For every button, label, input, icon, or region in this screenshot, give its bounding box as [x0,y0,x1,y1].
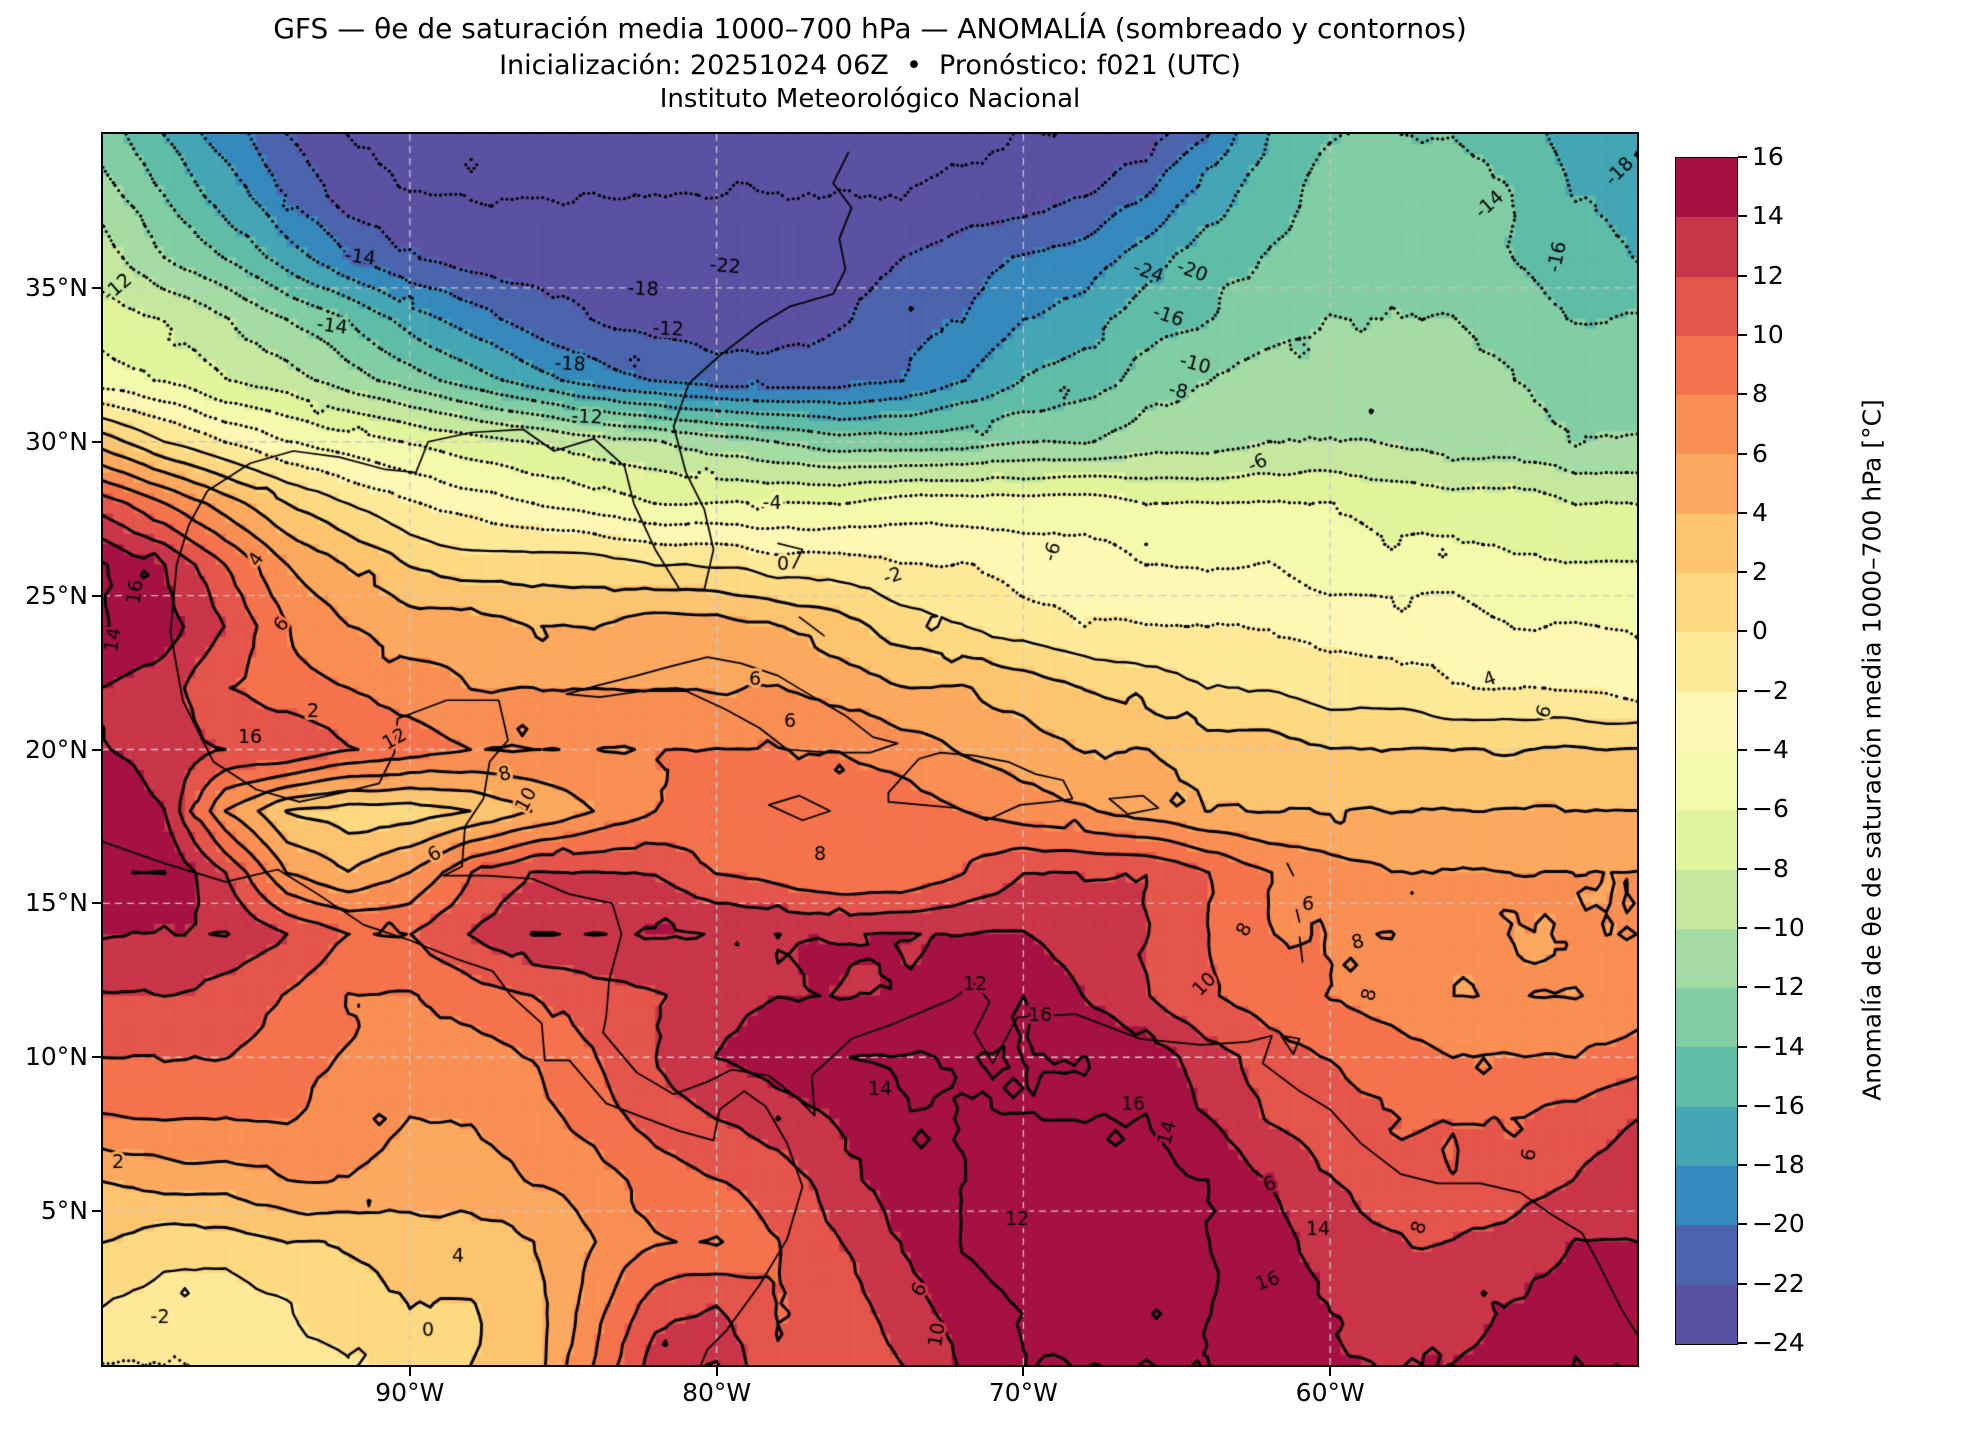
y-tick-label: 35°N [24,272,88,302]
colorbar-band [1676,632,1737,692]
colorbar-band [1676,1225,1737,1285]
colorbar-band [1676,810,1737,870]
colorbar-tick-mark [1738,274,1747,277]
anomaly-map-canvas [103,134,1637,1365]
colorbar-tick-label: 0 [1752,616,1768,646]
colorbar-tick-mark [1738,215,1747,218]
colorbar-tick-label: 8 [1752,379,1768,409]
chart-subtitle-init-forecast: Inicialización: 20251024 06Z • Pronóstic… [499,50,1241,81]
colorbar-tick-label: −14 [1752,1031,1805,1061]
colorbar-tick-mark [1738,1282,1747,1285]
colorbar-tick-mark [1738,689,1747,692]
colorbar-tick-mark [1738,156,1747,158]
colorbar-tick-label: 14 [1752,201,1784,231]
colorbar [1675,157,1738,1345]
colorbar-tick-mark [1738,749,1747,751]
colorbar-tick-label: −2 [1752,675,1789,705]
colorbar-band [1676,158,1737,218]
x-tick-label: 90°W [375,1378,445,1407]
colorbar-band [1676,869,1737,929]
colorbar-band [1676,988,1737,1048]
y-tick-label: 20°N [24,734,88,764]
y-tick-label: 5°N [40,1196,88,1226]
map-plot-area [101,132,1639,1367]
colorbar-tick-mark [1738,1164,1747,1167]
colorbar-tick-label: 6 [1752,438,1768,468]
colorbar-axis-label: Anomalía de θe de saturación media 1000–… [1857,399,1887,1101]
y-tick-mark [92,1056,101,1059]
chart-source: Instituto Meteorológico Nacional [659,84,1081,114]
colorbar-tick-label: −6 [1752,794,1789,824]
y-tick-label: 30°N [24,426,88,456]
colorbar-tick-label: −22 [1752,1268,1805,1298]
x-tick-mark [1329,1367,1332,1376]
colorbar-tick-mark [1738,452,1747,455]
x-tick-label: 80°W [682,1378,752,1407]
x-tick-mark [1022,1367,1025,1376]
colorbar-tick-mark [1738,630,1747,633]
colorbar-tick-label: −16 [1752,1090,1805,1120]
x-tick-mark [715,1367,718,1376]
y-tick-mark [92,440,101,443]
colorbar-tick-label: 12 [1752,260,1784,290]
colorbar-tick-label: 4 [1752,497,1768,527]
colorbar-band [1676,573,1737,633]
colorbar-tick-mark [1738,867,1747,870]
colorbar-tick-label: −8 [1752,853,1789,883]
chart-title: GFS — θe de saturación media 1000–700 hP… [273,12,1467,45]
colorbar-band [1676,1284,1737,1344]
colorbar-band [1676,928,1737,989]
colorbar-tick-label: −24 [1752,1328,1805,1357]
y-tick-mark [92,1210,101,1213]
y-tick-mark [92,594,101,597]
colorbar-tick-mark [1738,986,1747,989]
y-tick-mark [92,902,101,905]
colorbar-tick-mark [1738,1342,1747,1344]
y-tick-label: 10°N [24,1042,88,1072]
colorbar-tick-label: −10 [1752,912,1805,942]
colorbar-tick-label: −12 [1752,972,1805,1002]
colorbar-band [1676,454,1737,514]
colorbar-tick-label: −20 [1752,1209,1805,1239]
colorbar-tick-mark [1738,926,1747,929]
colorbar-tick-mark [1738,1104,1747,1107]
y-tick-mark [92,748,101,751]
y-tick-mark [92,286,101,289]
colorbar-tick-mark [1738,333,1747,336]
x-tick-label: 70°W [988,1378,1058,1407]
colorbar-tick-mark [1738,571,1747,574]
colorbar-band [1676,395,1737,455]
x-tick-mark [408,1367,411,1376]
colorbar-tick-label: 2 [1752,557,1768,587]
colorbar-tick-label: −18 [1752,1150,1805,1180]
colorbar-tick-mark [1738,511,1747,514]
colorbar-tick-mark [1738,808,1747,811]
colorbar-band [1676,691,1737,751]
colorbar-band [1676,1106,1737,1167]
colorbar-band [1676,335,1737,396]
colorbar-band [1676,276,1737,336]
colorbar-tick-mark [1738,1045,1747,1048]
y-tick-label: 15°N [24,888,88,918]
colorbar-band [1676,1166,1737,1226]
colorbar-tick-mark [1738,393,1747,396]
colorbar-band [1676,513,1737,574]
colorbar-tick-label: −4 [1752,735,1789,764]
x-tick-label: 60°W [1295,1378,1365,1407]
y-tick-label: 25°N [24,580,88,610]
colorbar-tick-label: 16 [1752,142,1784,171]
colorbar-band [1676,750,1737,811]
colorbar-tick-label: 10 [1752,319,1784,349]
colorbar-band [1676,1047,1737,1107]
colorbar-tick-mark [1738,1223,1747,1226]
colorbar-band [1676,217,1737,277]
